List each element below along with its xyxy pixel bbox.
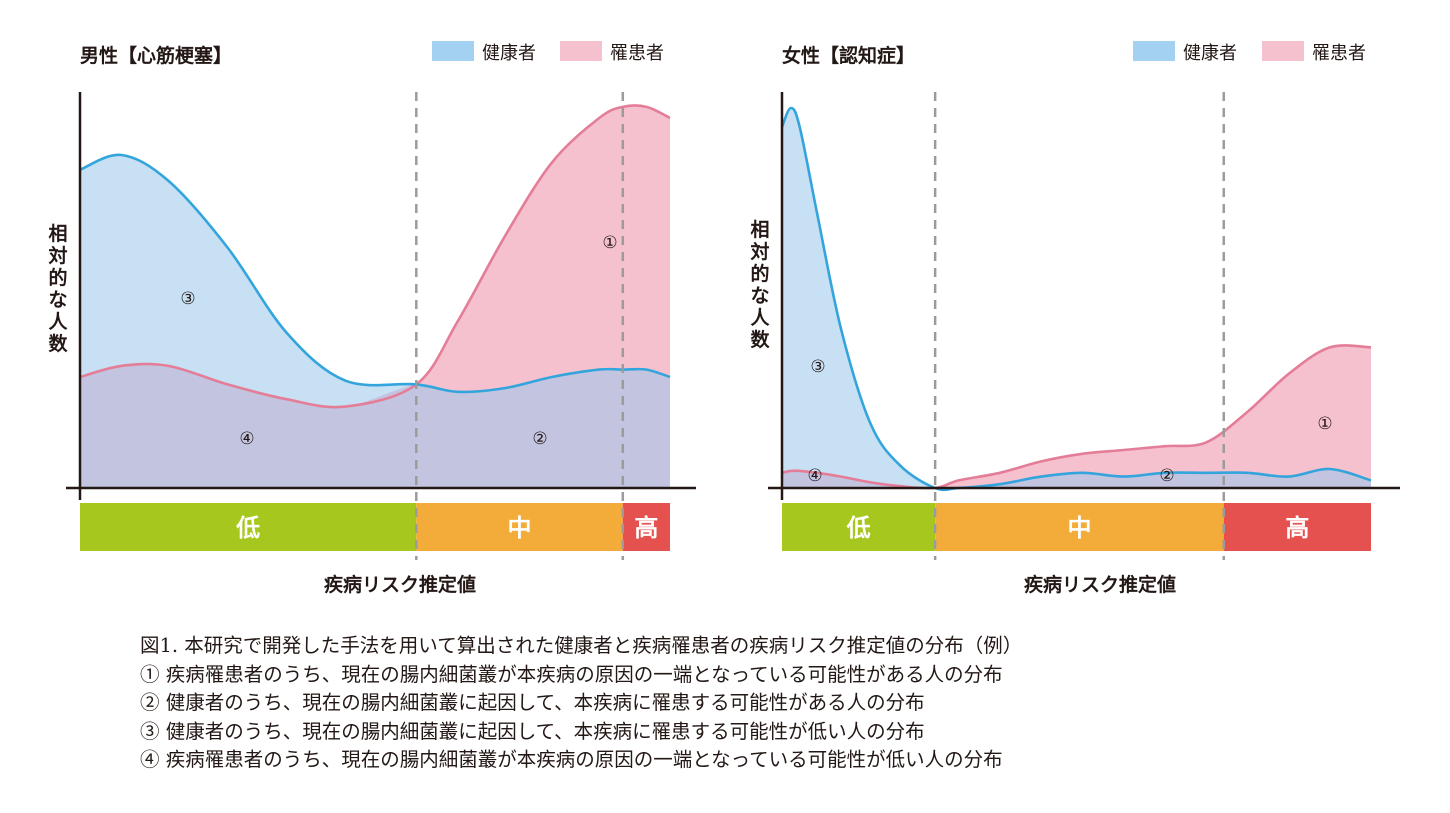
chart-right-region-1: ① — [1317, 414, 1332, 434]
risk-band-high — [1223, 503, 1371, 551]
risk-band-high-label: 高 — [1285, 514, 1309, 542]
chart-left-dividers — [415, 92, 625, 560]
legend-left-healthy-swatch — [432, 41, 474, 61]
chart-left-title: 男性【心筋梗塞】 — [80, 44, 232, 67]
healthy-line — [79, 153, 671, 394]
caption-title: 図1. 本研究で開発した手法を用いて算出された健康者と疾病罹患者の疾病リスク推定… — [140, 634, 1023, 657]
chart-right-dividers — [933, 92, 1225, 560]
risk-band-mid — [416, 503, 623, 551]
chart-right-ylabel: 相対的な人数 — [749, 219, 770, 351]
caption-item-2: ② 健康者のうち、現在の腸内細菌叢に起因して、本疾病に罹患する可能性がある人の分… — [140, 691, 925, 714]
legend-left-healthy-label: 健康者 — [482, 43, 536, 64]
chart-left: 男性【心筋梗塞】 健康者 罹患者 低 中 高 相対的な人数 疾病リスク推定値 ① ②… — [47, 41, 696, 596]
figure-charts: 男性【心筋梗塞】 健康者 罹患者 低 中 高 相対的な人数 疾病リスク推定値 ① ②… — [47, 41, 1400, 596]
healthy-line — [780, 106, 1372, 492]
risk-band-mid-label: 中 — [1067, 514, 1091, 542]
chart-left-xlabel: 疾病リスク推定値 — [324, 573, 476, 596]
chart-left-risk-bands: 低中高 — [80, 503, 670, 551]
legend-right-patient-label: 罹患者 — [1312, 43, 1366, 64]
chart-left-region-4: ④ — [239, 429, 254, 449]
legend-right-healthy-label: 健康者 — [1183, 43, 1237, 64]
legend-right-patient-swatch — [1262, 41, 1304, 61]
healthy-area — [782, 108, 1371, 490]
risk-band-low-label: 低 — [846, 514, 871, 542]
caption-item-4: ④ 疾病罹患者のうち、現在の腸内細菌叢が本疾病の原因の一端となっている可能性が低… — [140, 748, 1003, 771]
legend-right-healthy-swatch — [1133, 41, 1175, 61]
chart-right-xlabel: 疾病リスク推定値 — [1024, 573, 1176, 596]
legend-left-patient-swatch — [560, 41, 602, 61]
chart-right: 女性【認知症】 健康者 罹患者 低中高 相対的な人数 疾病リスク推定値 ① ② … — [749, 41, 1400, 596]
chart-right-legend: 健康者 罹患者 — [1133, 41, 1366, 64]
risk-band-high — [622, 503, 670, 551]
chart-right-region-2: ② — [1159, 466, 1174, 486]
chart-left-region-3: ③ — [180, 289, 195, 309]
caption-item-3: ③ 健康者のうち、現在の腸内細菌叢に起因して、本疾病に罹患する可能性が低い人の分… — [140, 719, 925, 743]
risk-band-low — [80, 503, 417, 551]
chart-left-region-2: ② — [532, 429, 547, 449]
risk-band-low-label: 低 — [235, 514, 260, 542]
chart-left-ylabel: 相対的な人数 — [47, 223, 68, 355]
legend-left-patient-label: 罹患者 — [610, 43, 664, 64]
chart-right-region-4: ④ — [807, 466, 822, 486]
caption-item-1: ① 疾病罹患者のうち、現在の腸内細菌叢が本疾病の原因の一端となっている可能性があ… — [140, 662, 1003, 686]
chart-left-plot — [79, 104, 671, 488]
risk-band-mid-label: 中 — [508, 514, 532, 542]
risk-band-mid — [935, 503, 1224, 551]
patient-line — [79, 104, 671, 409]
chart-right-region-3: ③ — [810, 357, 825, 377]
chart-right-plot — [780, 106, 1372, 492]
figure-caption: 図1. 本研究で開発した手法を用いて算出された健康者と疾病罹患者の疾病リスク推定… — [140, 632, 1430, 775]
overlap-area — [80, 363, 670, 488]
risk-band-low — [782, 503, 936, 551]
patient-line — [781, 344, 1372, 490]
chart-left-legend: 健康者 罹患者 — [432, 41, 664, 64]
chart-right-title: 女性【認知症】 — [782, 44, 915, 67]
chart-right-risk-bands: 低中高 — [782, 503, 1371, 551]
risk-band-high-label: 高 — [634, 514, 658, 542]
chart-left-region-1: ① — [602, 233, 617, 253]
